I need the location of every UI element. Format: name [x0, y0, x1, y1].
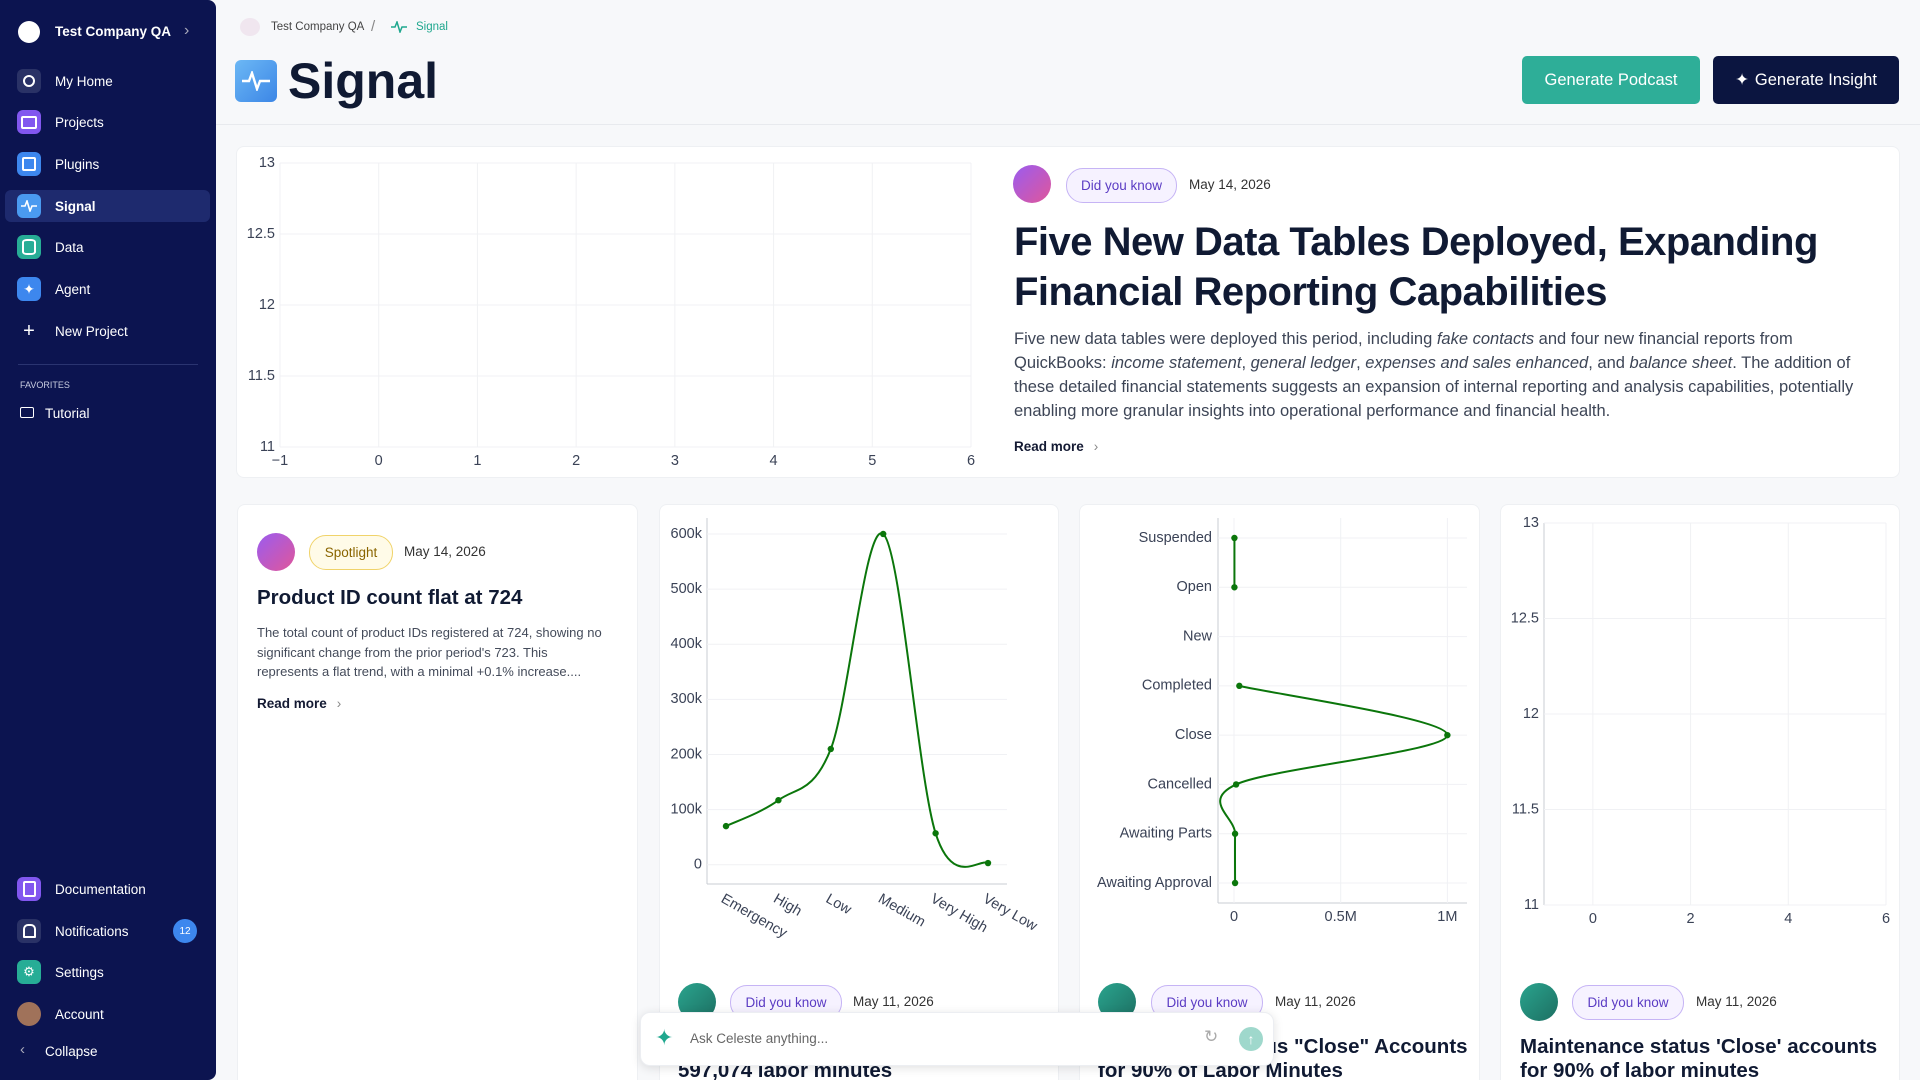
nav-item[interactable]: ⚙ Settings [5, 956, 210, 988]
page-icon [235, 60, 277, 102]
date: May 14, 2026 [1189, 177, 1271, 192]
icon [17, 919, 41, 943]
nav-item-active[interactable]: Signal [5, 190, 210, 222]
body-segment: income statement [1111, 354, 1242, 372]
nav-item[interactable]: My Home [5, 65, 210, 97]
workspace-logo [18, 21, 40, 43]
button[interactable]: Generate Podcast [1522, 56, 1700, 104]
refresh-button[interactable]: ↻ [1204, 1027, 1219, 1046]
nav-item[interactable]: Account [5, 998, 210, 1030]
body-segment: , [1356, 354, 1366, 372]
icon: ⚙ [17, 960, 41, 984]
chat-placeholder: Ask Celeste anything... [690, 1031, 829, 1046]
breadcrumb-icon [391, 21, 407, 33]
icon [17, 877, 41, 901]
featured-card [236, 146, 1900, 478]
avatar [1520, 983, 1558, 1021]
body-segment: fake contacts [1436, 330, 1535, 348]
read-more-label: Read more [257, 696, 327, 711]
icon [17, 235, 41, 259]
avatar-icon [17, 1002, 41, 1026]
read-more[interactable]: Read more › [1014, 439, 1099, 454]
nav-label: Notifications [55, 923, 129, 939]
date: May 11, 2026 [1275, 994, 1356, 1009]
breadcrumb-item[interactable]: Signal [416, 21, 448, 33]
card-title: Product ID count flat at 724 [257, 586, 523, 609]
avatar [257, 533, 295, 571]
folder-icon [20, 407, 34, 418]
nav-label: Plugins [55, 156, 100, 172]
nav-item[interactable]: Notifications 12 [5, 915, 210, 947]
body-segment: . The addition of these detailed financi… [1014, 354, 1854, 420]
nav-item[interactable]: Projects [5, 106, 210, 138]
button[interactable]: ✦ Generate Insight [1713, 56, 1899, 104]
tag: Did you know [1572, 985, 1684, 1020]
nav-item[interactable]: Documentation [5, 873, 210, 905]
icon [17, 110, 41, 134]
nav-label: Documentation [55, 881, 146, 897]
card-text: The total count of product IDs registere… [257, 625, 602, 680]
nav-item[interactable]: Plugins [5, 148, 210, 180]
nav-item[interactable]: ✦ Agent [5, 273, 210, 305]
body-segment: , [1241, 354, 1251, 372]
body-segment: Five new data tables were deployed this … [1014, 330, 1437, 348]
nav-label: Settings [55, 964, 104, 980]
chat-icon: ✦ [655, 1025, 674, 1050]
nav-label: Projects [55, 114, 104, 130]
nav-label: Data [55, 239, 84, 255]
favorite-item[interactable]: Tutorial [45, 406, 90, 421]
page-title: Signal [288, 53, 439, 109]
icon [17, 69, 41, 93]
icon: ✦ [17, 277, 41, 301]
read-more-label: Read more [1014, 439, 1084, 454]
button-label: Generate Insight [1754, 70, 1877, 89]
signal-glyph [21, 200, 37, 212]
chevron[interactable]: › [184, 22, 190, 39]
nav-item[interactable]: Data [5, 231, 210, 263]
card-title: Maintenance status 'Close' accounts for … [1520, 1035, 1878, 1080]
card [237, 504, 638, 1080]
collapse-icon: ‹ [20, 1041, 25, 1058]
icon [17, 194, 41, 218]
body-segment: expenses and sales enhanced [1365, 354, 1589, 372]
nav-label: Signal [55, 198, 96, 214]
body-segment: , and [1588, 354, 1630, 372]
date: May 14, 2026 [404, 544, 486, 559]
body-segment: balance sheet [1629, 354, 1733, 372]
divider [18, 364, 198, 365]
header-border [216, 124, 1920, 125]
breadcrumb-item[interactable]: Test Company QA [271, 21, 365, 33]
badge: 12 [173, 919, 197, 943]
tag: Did you know [1066, 168, 1177, 203]
icon [17, 152, 41, 176]
chat-input[interactable]: ✦ Ask Celeste anything... ↻ ↑ [640, 1012, 1274, 1066]
nav-label: Agent [55, 281, 91, 297]
section-label: FAVORITES [20, 380, 70, 390]
nav-label: Account [55, 1006, 104, 1022]
breadcrumb-separator: / [371, 18, 376, 35]
breadcrumb-logo [240, 18, 260, 36]
nav-label: New Project [55, 323, 128, 339]
workspace-name[interactable]: Test Company QA [55, 24, 172, 39]
send-button[interactable]: ↑ [1239, 1027, 1263, 1051]
collapse[interactable]: Collapse [45, 1044, 98, 1059]
date: May 11, 2026 [853, 994, 934, 1009]
tag: Spotlight [309, 535, 393, 570]
date: May 11, 2026 [1696, 994, 1777, 1009]
icon: + [23, 319, 35, 342]
card [1500, 504, 1900, 1080]
nav-item[interactable]: + New Project [5, 315, 210, 347]
avatar [1013, 165, 1051, 203]
body-segment: and four new financial reports from Quic… [1014, 330, 1793, 372]
body-segment: general ledger [1250, 354, 1357, 372]
nav-label: My Home [55, 73, 113, 89]
featured-title: Five New Data Tables Deployed, Expanding… [1014, 220, 1818, 314]
sidebar: Test Company QA › My Home Projects Plugi… [0, 0, 216, 1080]
read-more[interactable]: Read more › [257, 696, 342, 711]
featured-body: Five new data tables were deployed this … [1014, 327, 1884, 423]
